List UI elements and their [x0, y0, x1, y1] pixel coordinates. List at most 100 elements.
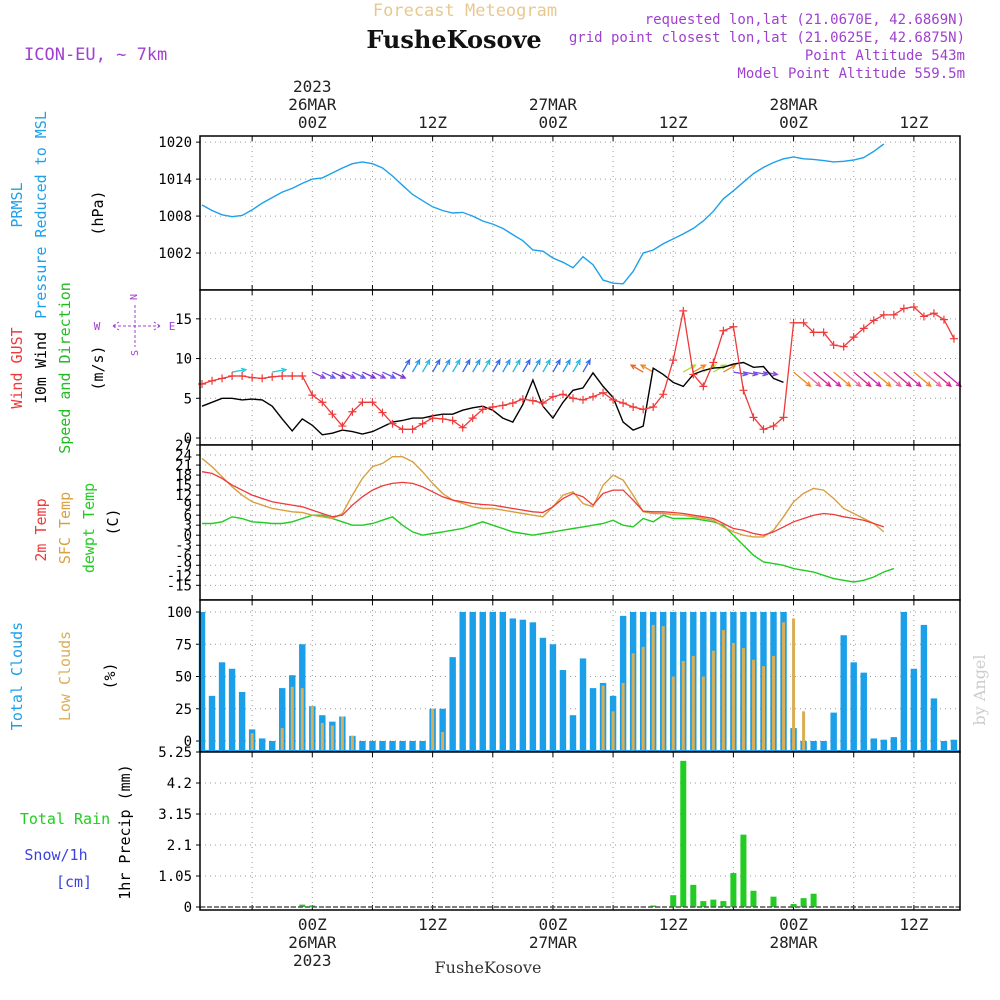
pressure-unit: (hPa) [89, 190, 107, 235]
gust-marker [819, 328, 828, 337]
wind-arrowhead [240, 367, 248, 374]
wind-direction-arrow [401, 359, 411, 373]
low-cloud-bar [761, 666, 765, 752]
wind-direction-arrow [231, 368, 246, 373]
compass-s: S [130, 350, 141, 356]
total-cloud-bar [489, 612, 496, 752]
total-cloud-bar [589, 688, 597, 752]
gust-marker [849, 333, 858, 342]
wind-direction-arrow [552, 359, 561, 373]
top-time-label: 00Z [538, 113, 567, 132]
low-cloud-bar [681, 661, 685, 752]
rain-bar [670, 895, 677, 907]
wind-direction-arrow [362, 371, 376, 379]
low-cloud-bar [621, 682, 625, 752]
wind-direction-arrow [411, 359, 421, 373]
wind-direction-arrow [312, 371, 326, 379]
gust-marker [679, 306, 688, 315]
prmsl-label: PRMSL [8, 182, 26, 227]
precip-unit: 1hr Precip (mm) [116, 764, 134, 899]
wind-arrowhead [525, 358, 531, 365]
wind10m-label: 10m Wind [32, 332, 50, 404]
snow-unit-label: [cm] [56, 873, 92, 891]
gust-marker [579, 395, 588, 404]
wind-direction-arrow [933, 371, 952, 387]
gust-marker [498, 401, 507, 410]
temperature-ytick-label: 6 [184, 508, 192, 524]
compass-w: W [94, 320, 101, 333]
wind-direction-arrow [713, 364, 726, 373]
wind-arrowhead [772, 371, 779, 377]
gust-marker [268, 372, 277, 381]
wind-direction-arrow [853, 371, 871, 387]
low-cloud-bar [701, 676, 705, 752]
gust-marker [829, 341, 838, 350]
wind-direction-arrow [863, 371, 882, 387]
wind-arrowhead [505, 358, 511, 365]
gust-marker [769, 422, 778, 431]
gust-marker [839, 342, 848, 351]
bottom-time-label: 00Z [538, 915, 567, 934]
t2m-label: 2m Temp [32, 498, 50, 561]
top-time-label: 00Z [779, 113, 808, 132]
wind-arrowhead [915, 381, 922, 388]
total-cloud-bar [369, 741, 376, 752]
total-cloud-bar [509, 618, 517, 752]
top-time-label: 27MAR [529, 95, 578, 114]
wind-ytick-label: 0 [184, 431, 192, 447]
total-cloud-bar [900, 612, 908, 752]
wind-arrowhead [575, 358, 581, 365]
rain-bar [650, 905, 657, 907]
gust-marker [298, 372, 307, 381]
prmsl-line [201, 143, 885, 285]
wind-direction-arrow [640, 364, 654, 373]
gust-marker [869, 316, 878, 325]
temp-unit: (C) [104, 508, 122, 535]
gust-marker [468, 414, 477, 423]
wind-direction-arrow [753, 371, 768, 376]
rain-bar [790, 904, 797, 907]
wind-direction-arrow [803, 371, 821, 387]
wind-direction-arrow [322, 371, 336, 379]
precip-ytick-label: 2.1 [167, 838, 192, 854]
temperature-ytick-label: 27 [175, 438, 192, 454]
low-cloud-bar [340, 716, 344, 752]
gust-marker [789, 318, 798, 327]
rain-bar [750, 890, 757, 907]
gust-marker [889, 310, 898, 319]
watermark: by Angel [970, 654, 989, 725]
low-cloud-bar [711, 650, 715, 752]
rain-bar [800, 898, 807, 907]
temperature-ytick-label: 18 [175, 468, 192, 484]
wind-direction-arrow [843, 371, 861, 387]
gust-marker [338, 422, 347, 431]
low-cloud-bar [731, 642, 735, 752]
wind-arrowhead [629, 364, 637, 370]
pressure-label: Pressure Reduced to MSL [32, 111, 50, 319]
top-time-label: 26MAR [288, 95, 337, 114]
wind-direction-arrow [392, 371, 406, 379]
gust-marker [729, 322, 738, 331]
wind-direction-arrow [582, 359, 591, 373]
gust-marker [458, 423, 467, 432]
bottom-time-label: 12Z [899, 915, 928, 934]
low-cloud-bar [641, 646, 645, 752]
wind-arrowhead [825, 381, 832, 388]
gust-marker [228, 372, 237, 381]
wind-direction-arrow [873, 371, 892, 387]
low-cloud-bar [250, 733, 254, 752]
wind-ytick-label: 5 [184, 391, 192, 407]
footer-location: FusheKosove [435, 958, 542, 977]
total-cloud-bar [379, 741, 386, 752]
gust-marker [528, 396, 537, 405]
wind-direction-arrow [502, 359, 511, 373]
compass-n: N [129, 294, 140, 300]
low-cloud-bar [330, 725, 334, 752]
total-cloud-bar [529, 622, 537, 752]
gust-marker [639, 405, 648, 414]
total-cloud-bar [549, 644, 557, 752]
wind-arrowhead [700, 364, 707, 370]
wind-direction-arrow [823, 371, 841, 387]
